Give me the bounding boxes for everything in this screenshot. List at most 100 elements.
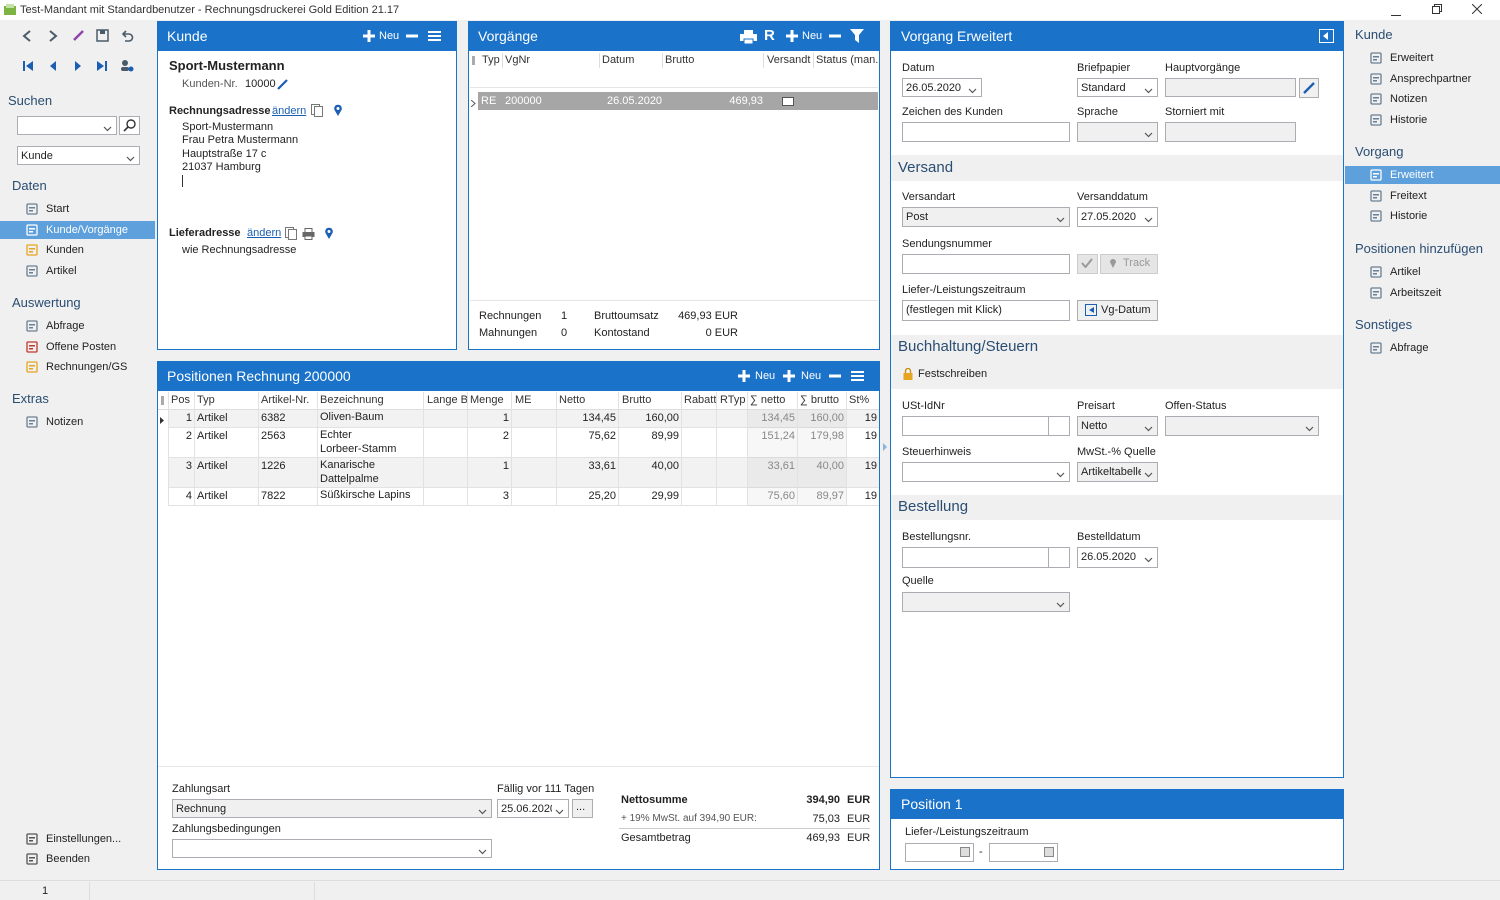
menu-icon[interactable] bbox=[851, 370, 864, 382]
remove-icon[interactable] bbox=[829, 370, 841, 382]
minimize[interactable] bbox=[1391, 8, 1401, 16]
order-number-input[interactable] bbox=[902, 547, 1049, 568]
payment-type[interactable]: Rechnung bbox=[172, 799, 492, 818]
nav-item[interactable]: Arbeitszeit bbox=[1390, 286, 1442, 299]
position-row[interactable] bbox=[168, 458, 879, 488]
calendar-icon[interactable] bbox=[1044, 847, 1054, 857]
price-type-select[interactable]: Netto bbox=[1077, 416, 1158, 436]
restore[interactable] bbox=[1432, 4, 1442, 14]
dropdown-arrow[interactable] bbox=[1144, 423, 1153, 432]
sidebar-item[interactable]: Offene Posten bbox=[46, 340, 117, 353]
period-date[interactable] bbox=[905, 843, 974, 862]
next[interactable] bbox=[73, 60, 83, 72]
nav-item[interactable]: Ansprechpartner bbox=[1390, 72, 1472, 85]
sidebar-bottom-item[interactable]: Beenden bbox=[46, 853, 91, 865]
track-button-label[interactable]: Track bbox=[1123, 257, 1151, 269]
vat-id-check[interactable] bbox=[1048, 416, 1070, 436]
copy-icon[interactable] bbox=[285, 227, 297, 240]
order-number-check[interactable] bbox=[1048, 547, 1070, 568]
dropdown-arrow[interactable] bbox=[1144, 469, 1153, 478]
undo[interactable] bbox=[120, 29, 134, 42]
delivery-change[interactable]: ändern bbox=[247, 227, 282, 239]
dropdown-arrow[interactable] bbox=[126, 153, 135, 162]
lock-label[interactable]: Festschreiben bbox=[918, 368, 988, 380]
forward[interactable] bbox=[48, 30, 58, 42]
language-select[interactable] bbox=[1077, 122, 1158, 142]
nav-item[interactable]: Notizen bbox=[1390, 93, 1428, 106]
dropdown-arrow[interactable] bbox=[103, 123, 112, 132]
vat-id-input[interactable] bbox=[902, 416, 1049, 436]
edit[interactable] bbox=[72, 29, 85, 42]
transaction-date[interactable]: 26.05.2020 bbox=[607, 95, 663, 107]
map-pin[interactable] bbox=[324, 227, 334, 240]
position-row[interactable] bbox=[168, 428, 879, 458]
transaction-type[interactable]: RE bbox=[481, 95, 497, 107]
nav-item[interactable]: Erweitert bbox=[1390, 169, 1434, 181]
dropdown-arrow[interactable] bbox=[1056, 599, 1065, 608]
order-date[interactable]: 26.05.2020 bbox=[1077, 547, 1158, 568]
tax-note-select[interactable] bbox=[902, 462, 1070, 482]
date-input[interactable]: 26.05.2020 bbox=[902, 78, 982, 97]
sidebar-item[interactable]: Kunde/Vorgänge bbox=[46, 223, 128, 236]
period-date[interactable] bbox=[989, 843, 1058, 862]
letterhead-select[interactable]: Standard bbox=[1077, 78, 1158, 97]
close[interactable] bbox=[1471, 3, 1483, 15]
splitter-arrow[interactable] bbox=[883, 442, 888, 451]
shipping-date[interactable]: 27.05.2020 bbox=[1077, 207, 1158, 227]
last[interactable] bbox=[96, 60, 108, 72]
vg-date-button[interactable] bbox=[1077, 300, 1158, 321]
print-r-button[interactable]: R bbox=[764, 27, 775, 44]
new-button[interactable]: Neu bbox=[379, 30, 400, 42]
dropdown-arrow[interactable] bbox=[1305, 423, 1314, 432]
more-button[interactable] bbox=[572, 799, 593, 818]
print-button[interactable] bbox=[740, 30, 757, 45]
dropdown-arrow[interactable] bbox=[1144, 214, 1153, 223]
dropdown-arrow[interactable] bbox=[478, 806, 487, 815]
previous[interactable] bbox=[48, 60, 58, 72]
copy-icon[interactable] bbox=[311, 104, 323, 117]
nav-item[interactable]: Artikel bbox=[1390, 266, 1421, 278]
lookup[interactable] bbox=[120, 59, 134, 73]
dropdown-arrow[interactable] bbox=[555, 806, 564, 815]
main-input[interactable] bbox=[1165, 78, 1296, 97]
nav-item[interactable]: Historie bbox=[1390, 114, 1428, 127]
sidebar-item[interactable]: Start bbox=[46, 203, 70, 215]
vat-source-select[interactable]: Artikeltabelle bbox=[1077, 462, 1158, 482]
position-row[interactable] bbox=[168, 410, 879, 428]
reference-input[interactable] bbox=[902, 122, 1070, 142]
lock-icon[interactable] bbox=[903, 367, 913, 380]
transaction-number[interactable]: 200000 bbox=[505, 95, 542, 107]
sidebar-item[interactable]: Notizen bbox=[46, 416, 84, 428]
first[interactable] bbox=[22, 60, 34, 72]
dropdown-arrow[interactable] bbox=[1144, 129, 1153, 138]
menu-icon[interactable] bbox=[428, 30, 441, 42]
nav-item[interactable]: Historie bbox=[1390, 210, 1428, 223]
vg-date-button-label[interactable]: Vg-Datum bbox=[1101, 304, 1151, 316]
new-button[interactable]: Neu bbox=[801, 370, 822, 382]
dropdown-arrow[interactable] bbox=[1144, 85, 1153, 94]
sidebar-item[interactable]: Abfrage bbox=[46, 320, 85, 332]
back[interactable] bbox=[22, 30, 32, 42]
print-icon[interactable] bbox=[302, 228, 315, 240]
add-icon[interactable] bbox=[783, 370, 795, 382]
method-select[interactable]: Post bbox=[902, 207, 1070, 227]
remove-icon[interactable] bbox=[829, 30, 841, 42]
sidebar-item[interactable]: Artikel bbox=[46, 265, 77, 278]
sidebar-item[interactable]: Kunden bbox=[46, 244, 84, 257]
source-select[interactable] bbox=[902, 592, 1070, 612]
dropdown-arrow[interactable] bbox=[1056, 469, 1065, 478]
nav-item[interactable]: Erweitert bbox=[1390, 52, 1434, 64]
map-pin[interactable] bbox=[333, 104, 343, 117]
dropdown-arrow[interactable] bbox=[478, 846, 487, 855]
calendar-icon[interactable] bbox=[960, 847, 970, 857]
payment-terms[interactable] bbox=[172, 839, 492, 858]
filter-button[interactable] bbox=[850, 29, 864, 43]
track-button[interactable] bbox=[1100, 254, 1158, 274]
dropdown-arrow[interactable] bbox=[1144, 554, 1153, 563]
add-icon[interactable] bbox=[786, 30, 798, 42]
sidebar-bottom-item[interactable]: Einstellungen... bbox=[46, 833, 122, 845]
nav-item[interactable]: Abfrage bbox=[1390, 342, 1429, 354]
dropdown-arrow[interactable] bbox=[1056, 214, 1065, 223]
open-status-select[interactable] bbox=[1165, 416, 1319, 436]
new-button[interactable]: Neu bbox=[755, 370, 776, 382]
